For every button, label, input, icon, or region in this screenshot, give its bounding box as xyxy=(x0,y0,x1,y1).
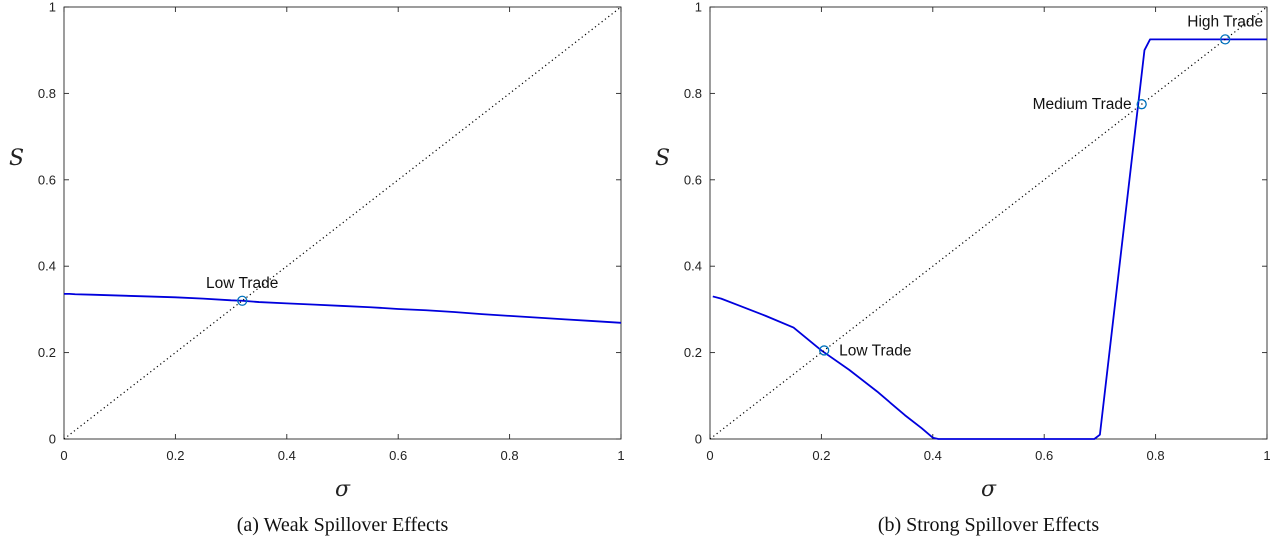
x-tick-label: 0.4 xyxy=(278,448,296,463)
equilibrium-label: Low Trade xyxy=(206,275,278,292)
x-tick-label: 0.8 xyxy=(1147,448,1165,463)
plot-frame xyxy=(63,6,622,440)
y-tick-label: 1 xyxy=(49,0,56,15)
x-tick-label: 0.2 xyxy=(166,448,184,463)
equilibrium-label: Medium Trade xyxy=(1033,96,1132,113)
x-tick-label: 1 xyxy=(1263,448,1270,463)
y-tick-label: 0.6 xyxy=(38,172,56,187)
y-tick-label: 0.2 xyxy=(684,345,702,360)
x-axis-label: σ xyxy=(981,477,997,502)
equilibrium-label: High Trade xyxy=(1187,13,1263,30)
series-45-degree-line xyxy=(63,6,622,440)
equilibrium-marker xyxy=(1220,34,1231,45)
series-best-response-curve xyxy=(64,292,622,324)
y-tick-label: 0.4 xyxy=(684,259,702,274)
series-best-response-curve xyxy=(712,38,1267,440)
y-tick-label: 1 xyxy=(695,0,702,15)
x-tick-label: 0 xyxy=(60,448,67,463)
x-tick-label: 0.2 xyxy=(812,448,830,463)
y-tick-label: 0.4 xyxy=(38,259,56,274)
chart-panel-b: 0 0.2 0.4 0.6 0.8 1 0 0.2 0.4 0.6 0.8 1 σ S Low Trade M… xyxy=(655,0,1271,536)
chart-panel-a: 0 0.2 0.4 0.6 0.8 1 0 0.2 0.4 0.6 0.8 1 σ S Low Trade (… xyxy=(9,0,625,536)
figure-caption: (a) Weak Spillover Effects xyxy=(237,514,449,536)
y-tick-label: 0 xyxy=(49,432,56,447)
y-tick-label: 0.8 xyxy=(684,86,702,101)
y-tick-label: 0.6 xyxy=(684,172,702,187)
x-tick-label: 0.6 xyxy=(1035,448,1053,463)
y-axis-label: S xyxy=(655,146,670,171)
equilibrium-marker xyxy=(819,345,830,356)
x-tick-label: 0 xyxy=(706,448,713,463)
x-axis-label: σ xyxy=(335,477,351,502)
y-tick-label: 0.2 xyxy=(38,345,56,360)
figure-caption: (b) Strong Spillover Effects xyxy=(878,514,1099,536)
y-axis-label: S xyxy=(9,146,24,171)
x-tick-label: 1 xyxy=(617,448,624,463)
x-tick-label: 0.4 xyxy=(924,448,942,463)
x-tick-label: 0.8 xyxy=(501,448,519,463)
equilibrium-marker xyxy=(1136,99,1147,110)
y-tick-label: 0 xyxy=(695,432,702,447)
series-45-degree-line xyxy=(709,6,1268,440)
y-tick-label: 0.8 xyxy=(38,86,56,101)
equilibrium-label: Low Trade xyxy=(839,342,911,359)
equilibrium-marker xyxy=(237,295,248,306)
x-tick-label: 0.6 xyxy=(389,448,407,463)
